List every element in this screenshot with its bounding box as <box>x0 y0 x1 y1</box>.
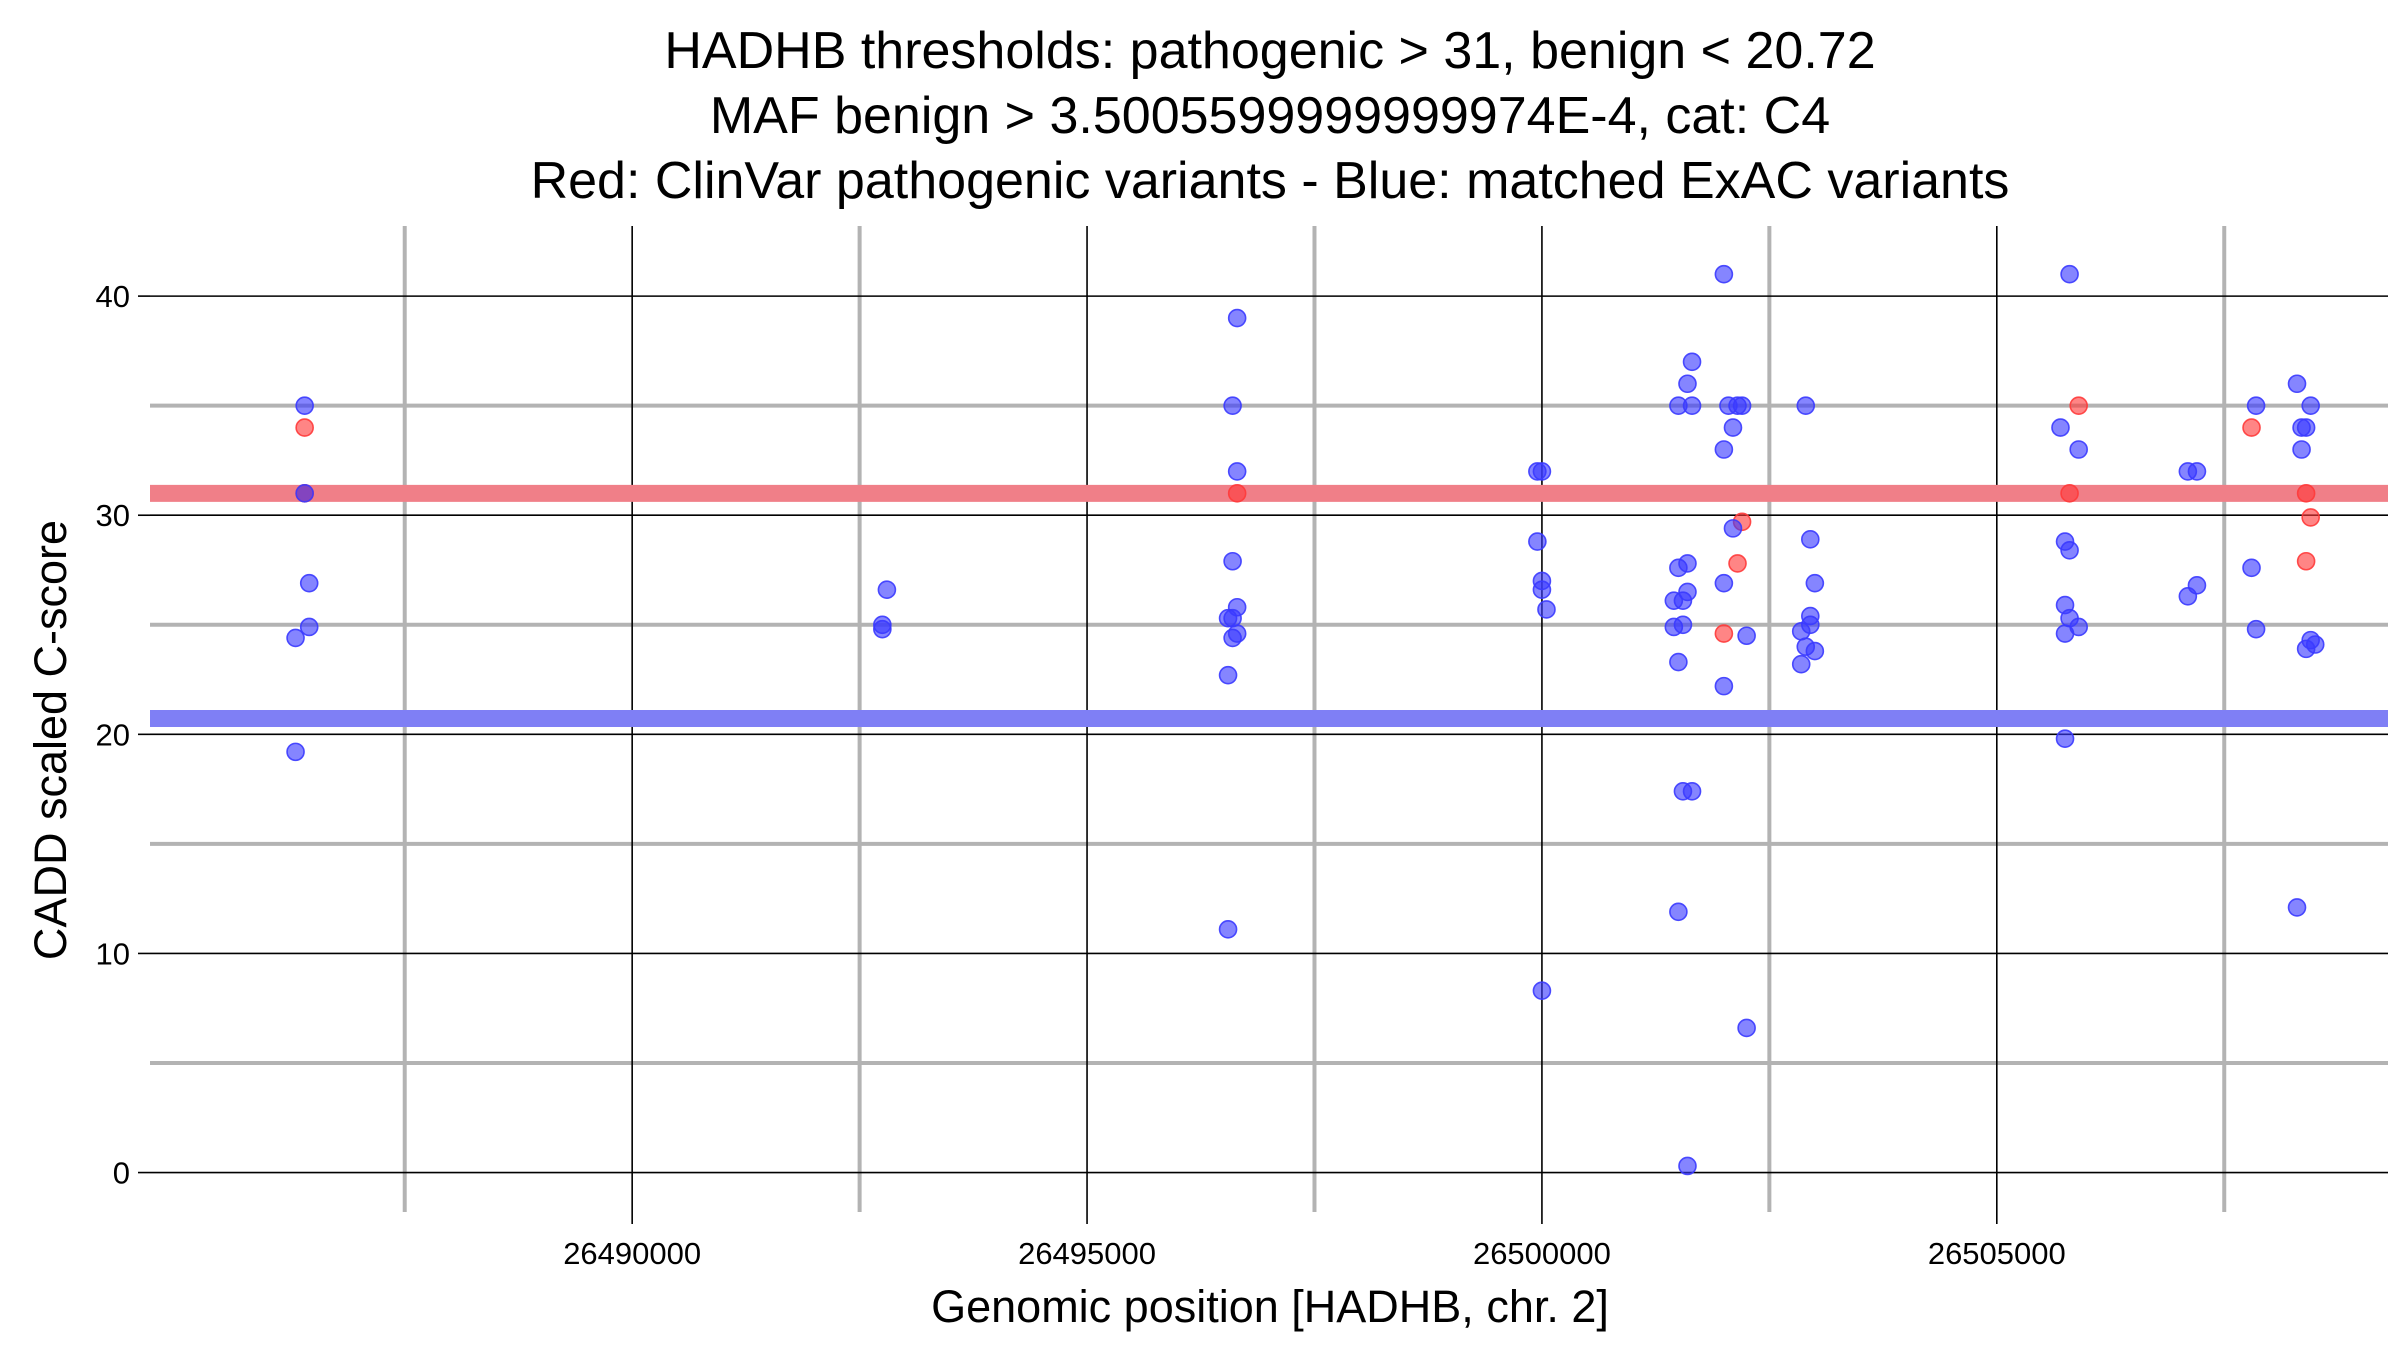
benign-point-74 <box>2187 462 2207 481</box>
benign-point-47 <box>1669 652 1688 672</box>
benign-point-52 <box>1737 1018 1756 1038</box>
benign-point-12 <box>1223 551 1242 571</box>
y-axis-ticks: 0 10 20 30 40 <box>96 279 150 1191</box>
benign-point-2 <box>299 573 319 593</box>
benign-points <box>286 264 2325 1176</box>
benign-point-72 <box>2055 729 2075 749</box>
x-axis-title: Genomic position [HADHB, chr. 2] <box>931 1281 1609 1332</box>
y-tick-label-0: 0 <box>113 1156 130 1191</box>
title-line-1: HADHB thresholds: pathogenic > 31, benig… <box>664 22 1875 80</box>
benign-point-46 <box>1737 626 1756 646</box>
benign-point-43 <box>1673 591 1693 610</box>
benign-point-88 <box>2287 898 2307 917</box>
pathogenic-point-0 <box>295 418 314 437</box>
benign-point-0 <box>295 396 314 415</box>
benign-point-17 <box>1223 628 1242 648</box>
benign-point-78 <box>2242 558 2261 578</box>
benign-point-1 <box>295 484 314 503</box>
benign-point-24 <box>1532 580 1552 600</box>
benign-point-84 <box>2292 440 2311 459</box>
benign-point-55 <box>1801 530 1820 549</box>
benign-point-81 <box>2301 396 2320 415</box>
benign-point-31 <box>1682 396 1702 415</box>
benign-point-10 <box>1223 396 1242 415</box>
benign-point-59 <box>1791 622 1811 641</box>
pathogenic-point-7 <box>2069 396 2088 415</box>
benign-point-8 <box>873 619 892 639</box>
title-line-2: MAF benign > 3.5005599999999974E-4, cat:… <box>710 87 1830 145</box>
benign-point-71 <box>2055 624 2075 643</box>
benign-point-76 <box>2178 586 2198 606</box>
benign-point-36 <box>1714 440 1734 459</box>
benign-point-40 <box>1714 573 1734 593</box>
benign-point-27 <box>1714 264 1734 284</box>
x-tick-label-3: 26505000 <box>1928 1236 2066 1271</box>
benign-point-29 <box>1678 374 1697 394</box>
benign-point-48 <box>1714 676 1734 696</box>
benign-point-77 <box>2246 396 2266 415</box>
benign-point-22 <box>1528 532 1547 551</box>
benign-point-61 <box>1805 641 1825 661</box>
benign-point-87 <box>2296 639 2316 659</box>
chart-title: HADHB thresholds: pathogenic > 31, benig… <box>531 22 2010 210</box>
benign-point-51 <box>1669 902 1688 922</box>
pathogenic-point-6 <box>2060 484 2079 503</box>
benign-point-80 <box>2287 374 2307 394</box>
benign-point-9 <box>1227 308 1247 328</box>
pathogenic-point-4 <box>1728 554 1747 573</box>
benign-point-15 <box>1223 608 1242 628</box>
benign-point-54 <box>1796 396 1816 415</box>
y-tick-label-1: 10 <box>96 936 130 971</box>
benign-point-39 <box>1669 558 1688 578</box>
benign-point-19 <box>1218 920 1238 939</box>
benign-point-50 <box>1682 782 1702 801</box>
benign-point-53 <box>1678 1156 1697 1176</box>
y-axis-title: CADD scaled C-score <box>25 520 76 960</box>
pathogenic-point-11 <box>2296 551 2316 571</box>
benign-point-11 <box>1227 462 1247 481</box>
benign-point-28 <box>1682 352 1702 372</box>
benign-point-26 <box>1532 981 1552 1000</box>
benign-point-56 <box>1805 573 1825 593</box>
benign-point-21 <box>1532 462 1552 481</box>
benign-point-65 <box>2069 440 2088 459</box>
benign-point-64 <box>2051 418 2070 437</box>
x-tick-label-0: 26490000 <box>563 1236 701 1271</box>
benign-point-18 <box>1218 665 1238 685</box>
x-tick-label-2: 26500000 <box>1473 1236 1611 1271</box>
benign-point-45 <box>1673 615 1693 635</box>
benign-point-83 <box>2296 418 2316 437</box>
benign-point-5 <box>286 742 305 762</box>
pathogenic-point-2 <box>1227 484 1247 503</box>
benign-point-3 <box>299 617 319 637</box>
benign-point-25 <box>1537 600 1556 619</box>
threshold-lines <box>150 484 2388 728</box>
title-line-3: Red: ClinVar pathogenic variants - Blue:… <box>531 152 2010 210</box>
pathogenic-point-9 <box>2296 484 2316 503</box>
pathogenic-point-3 <box>1714 624 1734 643</box>
benign-point-37 <box>1723 519 1743 538</box>
benign-point-67 <box>2060 540 2079 560</box>
x-axis-ticks: 26490000 26495000 26500000 26505000 <box>563 1212 2066 1271</box>
benign-point-34 <box>1732 396 1752 415</box>
pathogenic-point-8 <box>2242 418 2261 437</box>
x-tick-label-1: 26495000 <box>1018 1236 1156 1271</box>
pathogenic-point-10 <box>2301 508 2320 527</box>
benign-point-63 <box>2060 264 2079 284</box>
benign-point-79 <box>2246 619 2266 639</box>
pathogenic-points <box>295 396 2320 643</box>
y-tick-label-4: 40 <box>96 279 130 314</box>
y-tick-label-2: 20 <box>96 717 130 752</box>
benign-point-35 <box>1723 418 1743 437</box>
benign-point-6 <box>877 580 897 600</box>
y-tick-label-3: 30 <box>96 498 130 533</box>
benign-point-4 <box>286 628 305 648</box>
benign-point-62 <box>1791 654 1811 674</box>
